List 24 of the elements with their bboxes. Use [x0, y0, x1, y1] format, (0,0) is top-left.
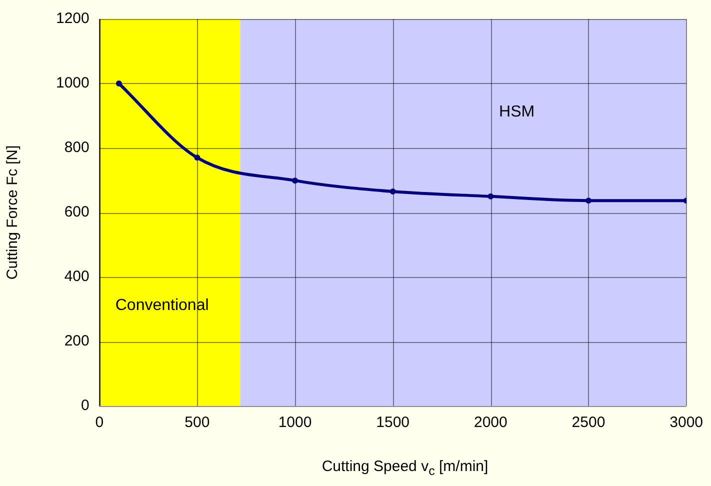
band-label: Conventional [115, 296, 209, 314]
point [194, 154, 200, 161]
point [292, 178, 298, 184]
y-tick-label: 200 [64, 332, 90, 350]
y-tick-label: 0 [81, 397, 90, 414]
y-tick-label: 400 [64, 268, 90, 286]
point [116, 80, 122, 86]
y-tick-label: 1200 [56, 10, 90, 28]
y-axis-title: Cutting Force Fc [N] [4, 145, 22, 280]
x-tick-label: 500 [184, 414, 210, 432]
point [585, 198, 592, 204]
x-tick-label: 2500 [572, 414, 606, 432]
x-tick-label: 1500 [376, 414, 410, 432]
y-tick-label: 800 [64, 139, 90, 156]
band-label: HSM [499, 103, 535, 120]
x-tick-label: 1000 [278, 414, 312, 432]
y-tick-label: 600 [64, 204, 90, 221]
x-tick-label: 0 [95, 414, 104, 432]
point [488, 193, 494, 200]
point [390, 188, 396, 195]
x-tick-label: 3000 [670, 414, 704, 432]
x-axis-title: Cutting Speed v$_{c}$ [m/min] [320, 458, 490, 478]
x-tick-label: 2000 [474, 414, 508, 432]
y-tick-label: 1000 [56, 74, 90, 92]
